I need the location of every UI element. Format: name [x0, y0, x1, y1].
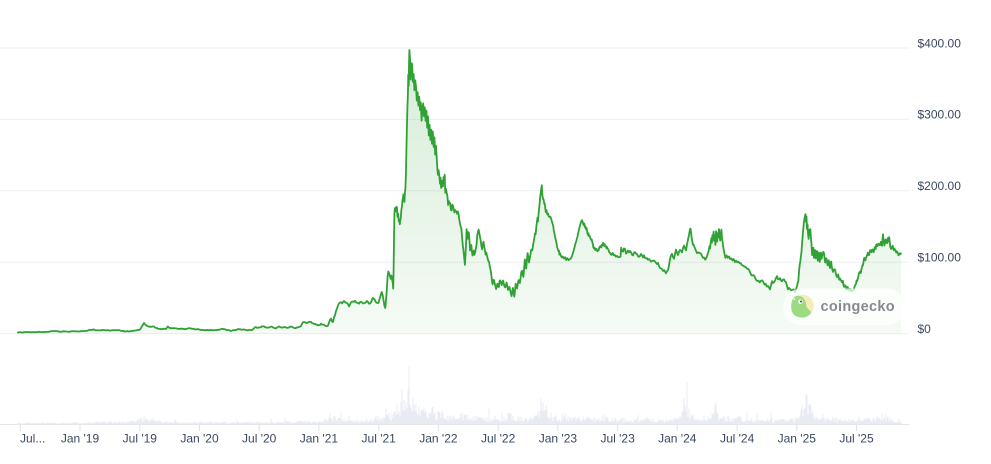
svg-text:Jan '19: Jan '19	[61, 432, 100, 446]
svg-text:$200.00: $200.00	[918, 179, 962, 193]
svg-text:Jan '20: Jan '20	[180, 432, 219, 446]
svg-text:coingecko: coingecko	[821, 299, 895, 315]
svg-text:Jul '23: Jul '23	[600, 432, 635, 446]
svg-text:Jul '20: Jul '20	[242, 432, 277, 446]
svg-text:$100.00: $100.00	[918, 251, 962, 265]
svg-text:Jan '23: Jan '23	[539, 432, 578, 446]
svg-text:Jul '24: Jul '24	[720, 432, 755, 446]
svg-text:Jul '19: Jul '19	[123, 432, 158, 446]
svg-text:Jan '25: Jan '25	[778, 432, 817, 446]
svg-text:$400.00: $400.00	[918, 36, 962, 50]
svg-text:$0: $0	[918, 322, 932, 336]
svg-text:Jul '22: Jul '22	[481, 432, 516, 446]
svg-text:Jan '21: Jan '21	[300, 432, 339, 446]
svg-text:Jul '21: Jul '21	[362, 432, 397, 446]
svg-text:Jan '24: Jan '24	[658, 432, 697, 446]
svg-text:Jul '25: Jul '25	[839, 432, 874, 446]
svg-text:Jul...: Jul...	[20, 432, 45, 446]
svg-text:$300.00: $300.00	[918, 108, 962, 122]
svg-text:Jan '22: Jan '22	[419, 432, 458, 446]
